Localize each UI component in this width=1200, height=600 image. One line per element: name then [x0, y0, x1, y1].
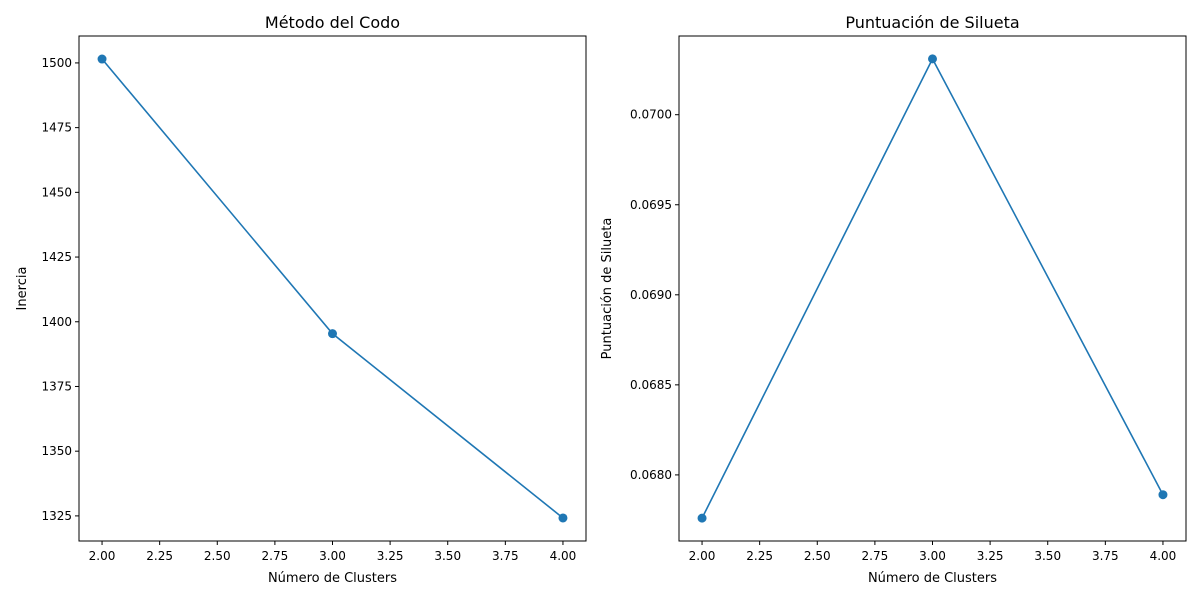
x-tick-label: 3.25	[377, 549, 404, 563]
y-tick-label: 1350	[41, 444, 72, 458]
data-point	[928, 54, 937, 64]
x-tick-label: 3.00	[919, 549, 946, 563]
x-tick-label: 2.25	[746, 549, 773, 563]
chart-title: Puntuación de Silueta	[845, 13, 1019, 32]
y-axis-label: Puntuación de Silueta	[600, 218, 615, 360]
x-tick-label: 3.25	[977, 549, 1004, 563]
y-tick-label: 0.0690	[630, 288, 672, 302]
series-line	[101, 58, 564, 519]
x-tick-label: 4.00	[550, 549, 577, 563]
data-point	[558, 513, 568, 523]
data-point	[1158, 490, 1168, 500]
x-tick-label: 3.50	[1034, 549, 1061, 563]
plot-frame	[678, 35, 1187, 542]
y-tick-label: 0.0685	[630, 378, 672, 392]
x-tick-label: 2.75	[262, 549, 289, 563]
y-tick-label: 1400	[41, 315, 72, 329]
x-tick-label: 3.75	[492, 549, 519, 563]
x-tick-label: 2.50	[204, 549, 231, 563]
x-tick-label: 3.00	[319, 549, 346, 563]
x-tick-label: 3.50	[434, 549, 461, 563]
y-tick-label: 1375	[41, 379, 72, 393]
x-tick-label: 2.00	[89, 549, 116, 563]
y-tick-label: 0.0695	[630, 198, 672, 212]
x-tick-label: 3.75	[1092, 549, 1119, 563]
y-tick-label: 0.0680	[630, 468, 672, 482]
y-tick-label: 1325	[41, 509, 72, 523]
y-tick-label: 1500	[41, 56, 72, 70]
data-point	[328, 329, 337, 339]
x-tick-label: 2.25	[146, 549, 173, 563]
data-point	[97, 54, 107, 64]
chart-title: Método del Codo	[265, 13, 400, 32]
x-tick-label: 2.50	[804, 549, 831, 563]
plot-frame	[78, 35, 587, 542]
silhouette-score-chart: Puntuación de Silueta Número de Clusters…	[600, 13, 1187, 586]
x-tick-label: 2.75	[862, 549, 889, 563]
y-tick-label: 1425	[41, 250, 72, 264]
x-tick-label: 4.00	[1150, 549, 1177, 563]
x-axis-label: Número de Clusters	[268, 571, 397, 586]
y-tick-label: 1475	[41, 121, 72, 135]
y-axis-label: Inercia	[15, 267, 30, 311]
y-tick-label: 0.0700	[630, 108, 672, 122]
x-tick-label: 2.00	[689, 549, 716, 563]
data-point	[697, 513, 707, 523]
y-tick-label: 1450	[41, 185, 72, 199]
elbow-method-chart: Método del Codo Número de Clusters Inerc…	[15, 13, 587, 586]
series-line	[701, 57, 1164, 519]
x-axis-label: Número de Clusters	[868, 571, 997, 586]
